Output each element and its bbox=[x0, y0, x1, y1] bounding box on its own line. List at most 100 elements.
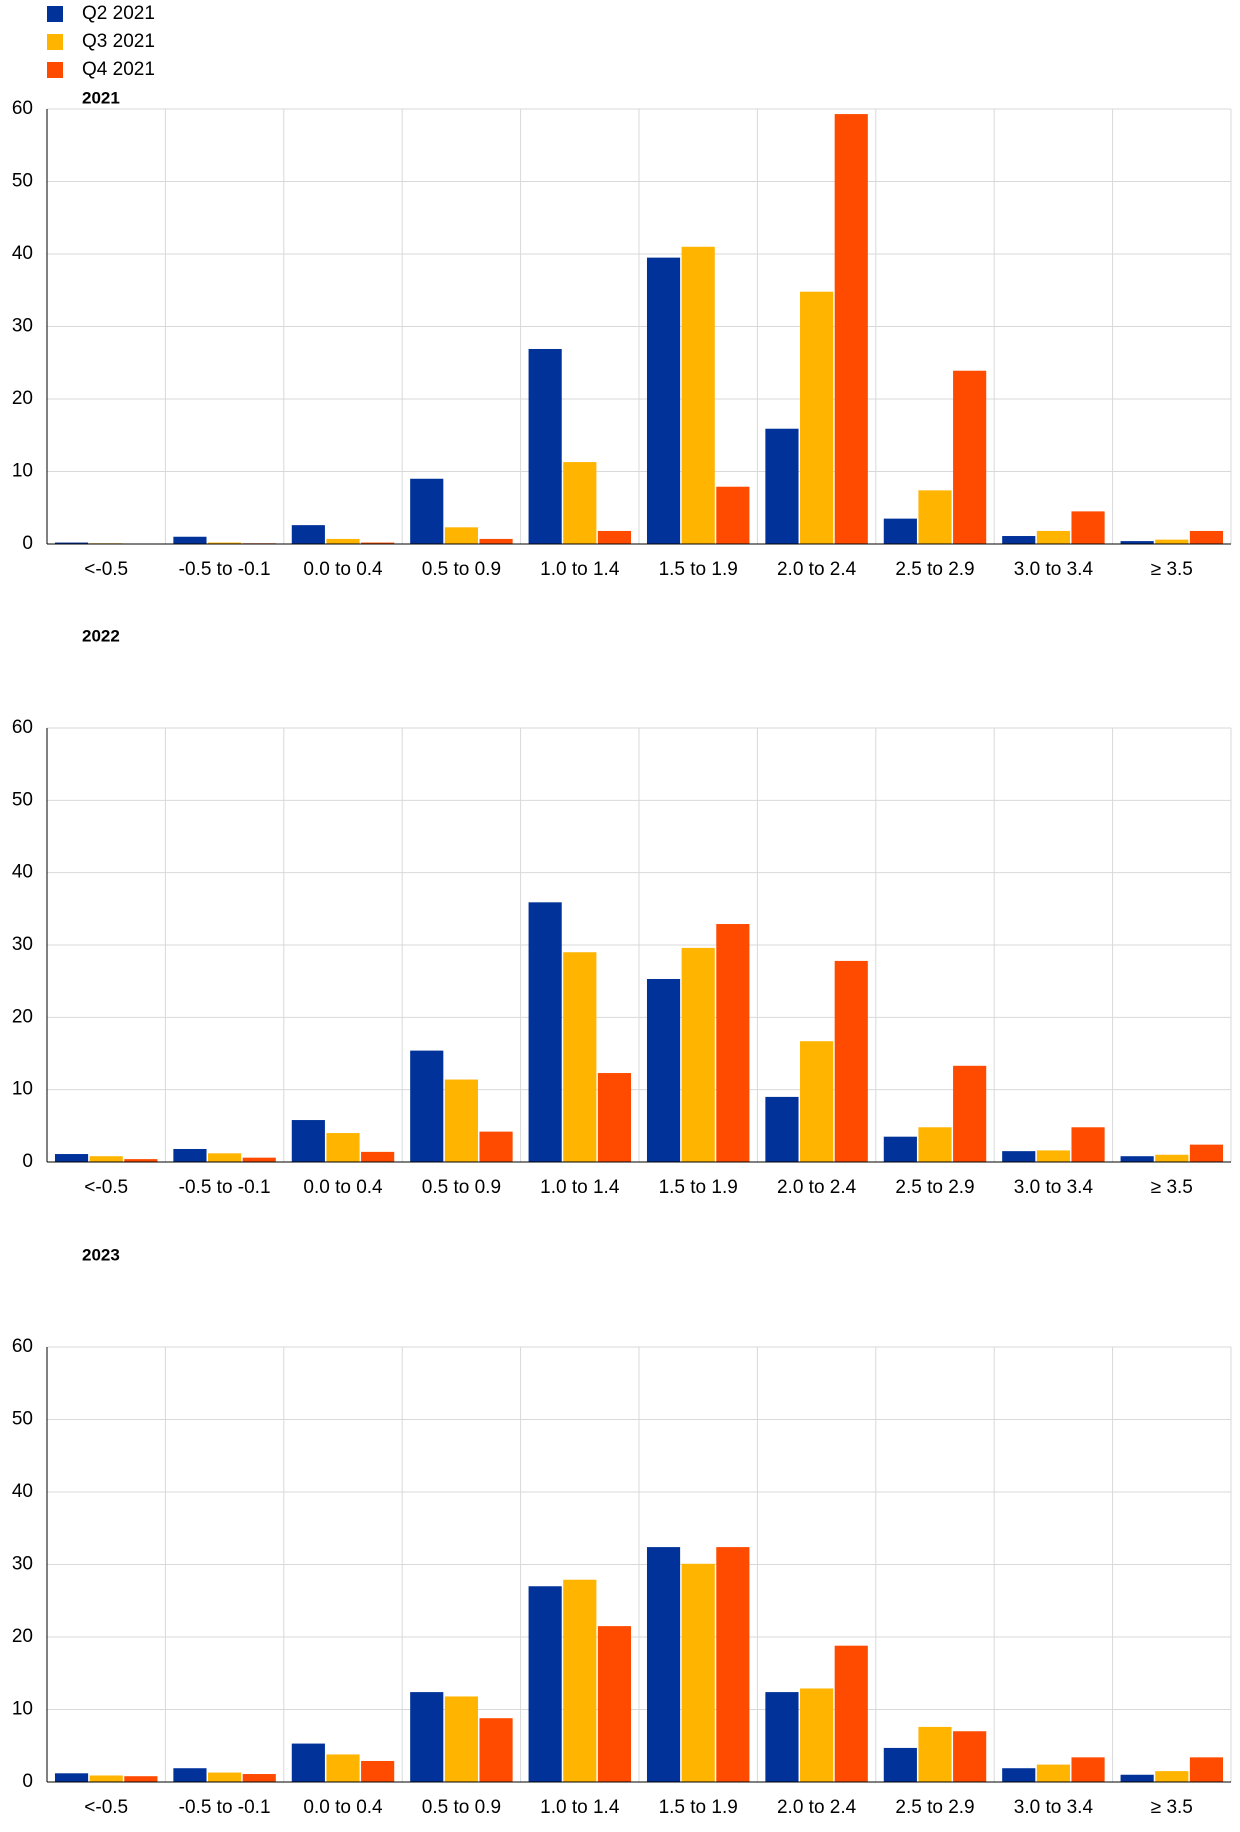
bar bbox=[54, 1154, 89, 1162]
bar bbox=[444, 1079, 478, 1162]
x-tick-label: 0.5 to 0.9 bbox=[422, 1797, 501, 1818]
legend-label: Q2 2021 bbox=[82, 3, 155, 24]
x-tick-label: 2.5 to 2.9 bbox=[895, 559, 974, 580]
y-tick-label: 10 bbox=[12, 1079, 33, 1100]
y-tick-label: 20 bbox=[12, 1626, 33, 1647]
bar bbox=[800, 291, 834, 544]
bar bbox=[1002, 1151, 1036, 1162]
x-tick-label: -0.5 to -0.1 bbox=[179, 1177, 271, 1198]
bar bbox=[597, 530, 632, 544]
legend-swatch bbox=[47, 34, 63, 50]
bar bbox=[681, 947, 715, 1162]
bar bbox=[918, 1127, 952, 1162]
bar bbox=[242, 1774, 276, 1782]
bar bbox=[528, 348, 562, 544]
y-tick-label: 50 bbox=[12, 171, 33, 192]
bar bbox=[479, 1718, 513, 1782]
x-tick-label: 0.5 to 0.9 bbox=[422, 1177, 501, 1198]
bar bbox=[1002, 1768, 1036, 1782]
bar bbox=[1071, 1127, 1105, 1162]
bar bbox=[716, 924, 750, 1162]
chart-title: 2021 bbox=[82, 88, 120, 107]
x-tick-label: 0.0 to 0.4 bbox=[303, 1797, 383, 1818]
bar bbox=[1120, 541, 1154, 544]
bar bbox=[291, 1120, 325, 1162]
y-tick-label: 50 bbox=[12, 789, 33, 810]
x-tick-label: 1.5 to 1.9 bbox=[659, 1177, 738, 1198]
bar bbox=[124, 1776, 158, 1782]
bar bbox=[173, 1768, 207, 1782]
bar bbox=[646, 1547, 681, 1782]
x-tick-label: -0.5 to -0.1 bbox=[179, 559, 271, 580]
x-tick-label: 3.0 to 3.4 bbox=[1014, 1797, 1094, 1818]
x-tick-label: ≥ 3.5 bbox=[1151, 1797, 1193, 1818]
bar bbox=[528, 1586, 562, 1782]
bar bbox=[410, 478, 444, 544]
bar bbox=[326, 538, 360, 544]
x-tick-label: 1.0 to 1.4 bbox=[540, 1177, 620, 1198]
x-tick-label: 1.0 to 1.4 bbox=[540, 559, 620, 580]
bar bbox=[1036, 1150, 1070, 1162]
y-tick-label: 30 bbox=[12, 1554, 33, 1575]
bar bbox=[361, 542, 395, 544]
x-tick-label: 3.0 to 3.4 bbox=[1014, 559, 1094, 580]
x-tick-label: 2.5 to 2.9 bbox=[895, 1797, 974, 1818]
bar bbox=[89, 1156, 123, 1162]
bar bbox=[173, 536, 207, 544]
bar bbox=[646, 978, 681, 1162]
legend-label: Q4 2021 bbox=[82, 59, 155, 80]
bar bbox=[208, 1153, 242, 1162]
bar bbox=[716, 1547, 750, 1782]
x-tick-label: 1.5 to 1.9 bbox=[659, 559, 738, 580]
y-tick-label: 0 bbox=[22, 1771, 33, 1792]
bar bbox=[765, 1096, 799, 1162]
bar bbox=[291, 1743, 325, 1782]
x-tick-label: 2.5 to 2.9 bbox=[895, 1177, 974, 1198]
x-tick-label: 2.0 to 2.4 bbox=[777, 559, 857, 580]
bar bbox=[326, 1754, 360, 1782]
bar bbox=[883, 1747, 917, 1782]
x-tick-label: <-0.5 bbox=[84, 1177, 128, 1198]
bar bbox=[208, 542, 242, 544]
x-tick-label: 0.5 to 0.9 bbox=[422, 559, 501, 580]
bar bbox=[444, 1696, 478, 1782]
bar bbox=[716, 486, 750, 544]
bar bbox=[326, 1133, 360, 1162]
bar bbox=[597, 1073, 632, 1162]
bar bbox=[953, 1065, 987, 1162]
bar bbox=[1189, 530, 1224, 544]
bar bbox=[361, 1760, 395, 1782]
bar bbox=[1155, 539, 1189, 544]
bar bbox=[834, 1645, 868, 1782]
bar bbox=[1036, 1764, 1070, 1782]
bar bbox=[242, 1157, 276, 1162]
bar bbox=[953, 1731, 987, 1782]
bar bbox=[563, 462, 597, 544]
bar bbox=[54, 542, 89, 544]
y-tick-label: 60 bbox=[12, 98, 33, 119]
bar bbox=[1155, 1771, 1189, 1782]
bar bbox=[361, 1151, 395, 1162]
y-tick-label: 30 bbox=[12, 934, 33, 955]
bar bbox=[1155, 1154, 1189, 1162]
x-tick-label: ≥ 3.5 bbox=[1151, 559, 1193, 580]
bar bbox=[883, 518, 917, 544]
bar bbox=[1189, 1144, 1224, 1162]
y-tick-label: 20 bbox=[12, 388, 33, 409]
bar bbox=[528, 902, 562, 1162]
bar bbox=[1036, 530, 1070, 544]
y-tick-label: 50 bbox=[12, 1409, 33, 1430]
chart-title: 2023 bbox=[82, 1245, 120, 1264]
bar bbox=[681, 246, 715, 544]
bar bbox=[834, 960, 868, 1162]
bar bbox=[918, 490, 952, 544]
y-tick-label: 60 bbox=[12, 717, 33, 738]
bar bbox=[208, 1772, 242, 1782]
x-tick-label: <-0.5 bbox=[84, 559, 128, 580]
x-tick-label: 0.0 to 0.4 bbox=[303, 1177, 383, 1198]
bar bbox=[479, 538, 513, 544]
bar bbox=[563, 1579, 597, 1782]
y-tick-label: 0 bbox=[22, 533, 33, 554]
